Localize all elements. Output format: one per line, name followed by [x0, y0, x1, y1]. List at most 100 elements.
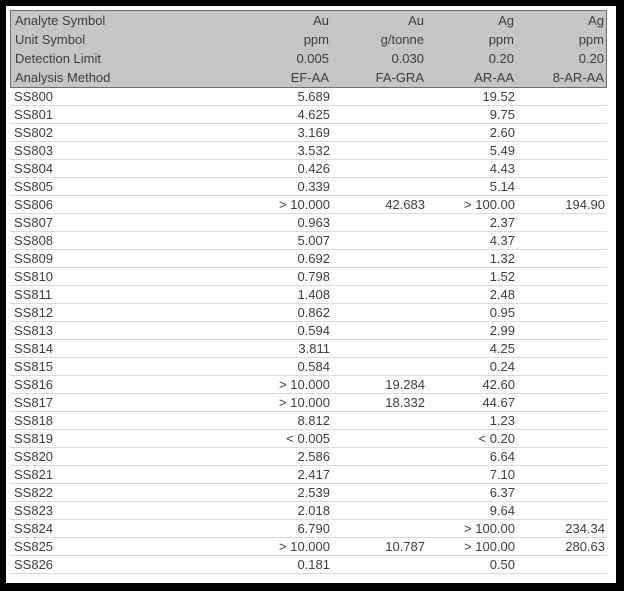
table-row: SS821 2.417 7.10 — [10, 466, 607, 484]
header-value-ag-ppm-2: 0.20 — [578, 51, 604, 66]
value-au-gtonne: 42.683 — [385, 197, 425, 212]
value-ag-ppm: 2.99 — [489, 323, 515, 338]
sample-id: SS805 — [14, 179, 54, 194]
value-au-ppm: 0.862 — [297, 305, 330, 320]
header-value-au-ppm: EF-AA — [290, 70, 329, 85]
sample-id: SS822 — [14, 485, 54, 500]
value-ag-ppm: 7.10 — [489, 467, 515, 482]
value-ag-ppm: 5.14 — [489, 179, 515, 194]
table-row: SS810 0.798 1.52 — [10, 268, 607, 286]
header-value-ag-ppm-2: ppm — [578, 32, 604, 47]
table-row: SS800 5.689 19.52 — [10, 88, 607, 106]
table-row: SS814 3.811 4.25 — [10, 340, 607, 358]
sample-id: SS820 — [14, 449, 54, 464]
table-row: SS802 3.169 2.60 — [10, 124, 607, 142]
table-row: SS815 0.584 0.24 — [10, 358, 607, 376]
value-au-ppm: 5.007 — [297, 233, 330, 248]
table-row: SS824 6.790 > 100.00 234.34 — [10, 520, 607, 538]
value-au-ppm: 3.532 — [297, 143, 330, 158]
header-row: Analyte Symbol Au Au Ag Ag — [11, 11, 606, 30]
sample-id: SS809 — [14, 251, 54, 266]
sample-id: SS808 — [14, 233, 54, 248]
sample-id: SS801 — [14, 107, 54, 122]
table-row: SS806 > 10.000 42.683 > 100.00 194.90 — [10, 196, 607, 214]
value-au-ppm: 0.339 — [297, 179, 330, 194]
table-row: SS817 > 10.000 18.332 44.67 — [10, 394, 607, 412]
value-au-ppm: 2.417 — [297, 467, 330, 482]
value-ag-ppm-2: 280.63 — [565, 539, 605, 554]
value-au-ppm: 2.586 — [297, 449, 330, 464]
value-au-ppm: 3.811 — [298, 341, 330, 356]
value-au-ppm: 8.812 — [297, 413, 330, 428]
value-au-ppm: < 0.005 — [286, 431, 330, 446]
value-au-gtonne: 18.332 — [385, 395, 425, 410]
sample-id: SS807 — [14, 215, 54, 230]
value-ag-ppm: 2.60 — [489, 125, 515, 140]
table-row: SS805 0.339 5.14 — [10, 178, 607, 196]
value-ag-ppm: 4.43 — [489, 161, 515, 176]
value-au-ppm: 2.539 — [297, 485, 330, 500]
value-ag-ppm: 9.64 — [489, 503, 515, 518]
table-row: SS801 4.625 9.75 — [10, 106, 607, 124]
sample-id: SS811 — [14, 287, 53, 302]
value-ag-ppm: 5.49 — [489, 143, 515, 158]
sample-id: SS814 — [14, 341, 54, 356]
sample-id: SS821 — [14, 467, 54, 482]
value-au-ppm: 0.963 — [297, 215, 330, 230]
value-au-ppm: 0.594 — [297, 323, 330, 338]
value-ag-ppm: 6.64 — [489, 449, 515, 464]
value-au-ppm: 0.798 — [297, 269, 330, 284]
value-au-ppm: 0.181 — [297, 557, 330, 572]
sample-id: SS819 — [14, 431, 54, 446]
header-value-ag-ppm: AR-AA — [474, 70, 514, 85]
header-row-label: Detection Limit — [15, 51, 101, 66]
header-value-ag-ppm: 0.20 — [488, 51, 514, 66]
sample-id: SS826 — [14, 557, 54, 572]
sample-id: SS818 — [14, 413, 54, 428]
header-value-au-gtonne: Au — [408, 13, 424, 28]
value-ag-ppm: 0.95 — [489, 305, 515, 320]
header-row-label: Unit Symbol — [15, 32, 86, 47]
value-au-ppm: 4.625 — [297, 107, 330, 122]
header-row-label: Analyte Symbol — [15, 13, 106, 28]
header-value-au-gtonne: 0.030 — [391, 51, 424, 66]
value-ag-ppm: 44.67 — [482, 395, 515, 410]
sample-id: SS812 — [14, 305, 54, 320]
value-au-gtonne: 19.284 — [385, 377, 425, 392]
value-ag-ppm: 0.50 — [489, 557, 515, 572]
sample-id: SS817 — [14, 395, 54, 410]
value-ag-ppm: > 100.00 — [464, 521, 515, 536]
value-au-ppm: > 10.000 — [279, 395, 330, 410]
header-row: Unit Symbol ppm g/tonne ppm ppm — [11, 30, 606, 49]
value-au-ppm: 5.689 — [297, 89, 330, 104]
table-row: SS819 < 0.005 < 0.20 — [10, 430, 607, 448]
value-au-ppm: 6.790 — [297, 521, 330, 536]
table-row: SS809 0.692 1.32 — [10, 250, 607, 268]
value-ag-ppm: 4.37 — [489, 233, 515, 248]
value-au-ppm: > 10.000 — [279, 377, 330, 392]
header-value-au-ppm: 0.005 — [296, 51, 329, 66]
sample-id: SS815 — [14, 359, 54, 374]
value-ag-ppm: > 100.00 — [464, 539, 515, 554]
table-row: SS813 0.594 2.99 — [10, 322, 607, 340]
value-ag-ppm: 19.52 — [482, 89, 515, 104]
header-value-au-gtonne: g/tonne — [380, 32, 424, 47]
table-row: SS807 0.963 2.37 — [10, 214, 607, 232]
value-ag-ppm: < 0.20 — [478, 431, 515, 446]
value-ag-ppm: 9.75 — [489, 107, 515, 122]
value-ag-ppm: 42.60 — [482, 377, 515, 392]
sample-id: SS803 — [14, 143, 54, 158]
sample-id: SS813 — [14, 323, 54, 338]
table-row: SS825 > 10.000 10.787 > 100.00 280.63 — [10, 538, 607, 556]
value-au-ppm: 0.426 — [297, 161, 330, 176]
header-row: Analysis Method EF-AA FA-GRA AR-AA 8-AR-… — [11, 68, 606, 87]
value-au-ppm: 3.169 — [297, 125, 330, 140]
value-ag-ppm-2: 194.90 — [565, 197, 605, 212]
table-row: SS826 0.181 0.50 — [10, 556, 607, 574]
value-au-ppm: > 10.000 — [279, 539, 330, 554]
table-header: Analyte Symbol Au Au Ag Ag Unit Symbol p… — [10, 10, 607, 88]
value-au-ppm: 0.584 — [297, 359, 330, 374]
value-ag-ppm: 2.37 — [489, 215, 515, 230]
table-row: SS804 0.426 4.43 — [10, 160, 607, 178]
